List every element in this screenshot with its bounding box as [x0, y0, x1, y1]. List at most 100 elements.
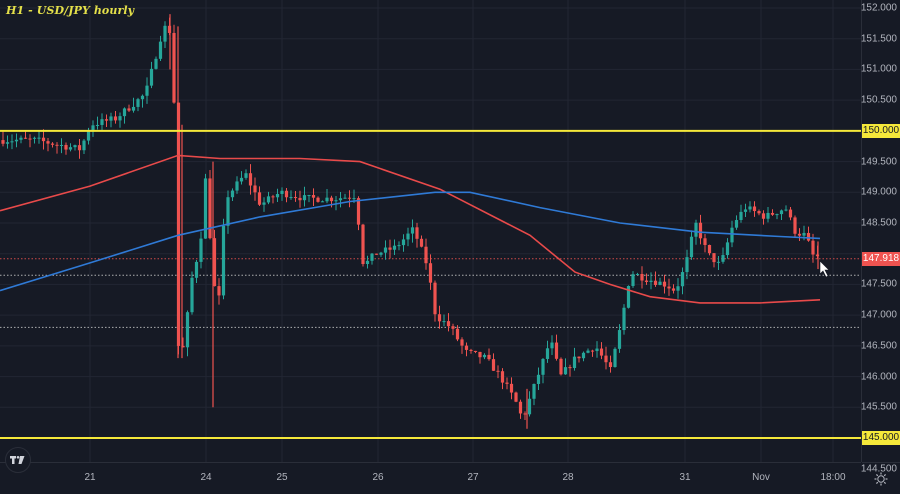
candle-body [230, 190, 235, 198]
candle-body [500, 371, 505, 383]
candle-body [271, 196, 275, 198]
price-axis-label: 146.500 [860, 340, 897, 352]
candle-body [136, 99, 140, 107]
candlestick-plot-area[interactable] [0, 0, 861, 462]
candle-body [473, 350, 478, 352]
candle-body [46, 141, 50, 144]
tradingview-logo[interactable] [5, 447, 31, 473]
candle-body [406, 233, 410, 240]
candle-body [356, 198, 361, 225]
candle-body [662, 281, 667, 287]
price-axis[interactable]: 152.000 151.500 151.000 150.500 149.500 149.0… [860, 0, 900, 474]
candle-body [388, 247, 392, 250]
candle-body [37, 137, 41, 139]
candle-body [361, 224, 365, 265]
candle-body [563, 367, 568, 375]
candle-body [190, 277, 194, 313]
candle-body [185, 312, 190, 348]
candle-body [293, 197, 298, 199]
candle-body [514, 392, 518, 402]
candle-body [221, 225, 226, 296]
candle-body [707, 244, 712, 254]
candle-body [302, 195, 307, 201]
candle-body [140, 95, 145, 100]
candle-body [509, 383, 514, 393]
candle-body [608, 362, 613, 368]
candle-body [631, 274, 635, 286]
tradingview-logo-icon [10, 456, 25, 464]
candle-body [181, 345, 185, 348]
candle-body [460, 339, 464, 346]
price-axis-label: 145.500 [860, 401, 897, 413]
candle-body [491, 359, 496, 371]
candle-body [28, 138, 32, 140]
candle-body [289, 197, 293, 199]
candle-body [163, 25, 167, 42]
candle-body [554, 342, 559, 359]
candle-body [122, 108, 127, 117]
candle-body [748, 206, 752, 210]
candle-body [217, 286, 221, 296]
candle-body [19, 137, 23, 140]
candle-body [469, 349, 473, 351]
time-axis-label: 25 [276, 472, 288, 483]
candle-body [370, 253, 374, 261]
candle-body [91, 125, 95, 132]
candle-body [572, 356, 577, 369]
candle-body [604, 355, 608, 363]
candle-body [811, 240, 815, 255]
chart-title: H1 - USD/JPY hourly [6, 4, 135, 17]
candle-body [311, 195, 316, 198]
time-axis-label: 18:00 [820, 472, 846, 483]
candle-body [730, 227, 734, 243]
candle-body [352, 198, 356, 200]
candle-body [95, 124, 100, 126]
candle-body [50, 143, 55, 145]
candle-body [532, 383, 536, 399]
price-axis-label: 147.500 [860, 278, 897, 290]
candle-body [253, 185, 257, 193]
time-axis-label: 31 [679, 472, 691, 483]
candle-body [779, 210, 784, 215]
level-price-tag: 150.000 [862, 123, 900, 138]
time-axis[interactable]: 21 24 25 26 27 28 31 Nov 18:00 [0, 462, 861, 494]
candle-body [595, 348, 599, 352]
candle-body [298, 197, 302, 201]
candle-body [446, 321, 451, 327]
candle-body [64, 144, 68, 150]
candle-body [212, 238, 217, 287]
candle-body [338, 198, 343, 201]
candle-body [770, 212, 775, 215]
candle-body [775, 214, 779, 216]
candle-body [734, 220, 739, 228]
candle-body [226, 197, 230, 226]
candle-body [347, 197, 352, 199]
candle-body [365, 260, 370, 265]
candle-body [248, 173, 253, 186]
candle-body [379, 252, 383, 255]
candle-body [428, 263, 433, 283]
mouse-cursor-icon [819, 260, 830, 278]
candle-body [203, 178, 208, 239]
candle-body [806, 232, 811, 241]
candle-body [761, 213, 766, 219]
candle-body [154, 58, 158, 69]
chart-settings-button[interactable] [862, 462, 900, 494]
candle-body [32, 137, 37, 139]
candle-body [320, 201, 325, 203]
moving-average-red-line [0, 154, 821, 304]
candle-body [433, 282, 437, 315]
last-price-tag: 147.918 [862, 251, 900, 266]
candle-body [721, 255, 725, 262]
candle-body [676, 286, 680, 291]
candle-body [397, 245, 401, 247]
candle-body [86, 131, 91, 141]
candle-body [649, 280, 653, 282]
candle-body [5, 142, 10, 144]
candle-body [694, 222, 698, 237]
candle-body [334, 200, 338, 202]
candle-body [41, 137, 46, 142]
candle-body [172, 32, 176, 103]
candle-body [518, 401, 523, 414]
